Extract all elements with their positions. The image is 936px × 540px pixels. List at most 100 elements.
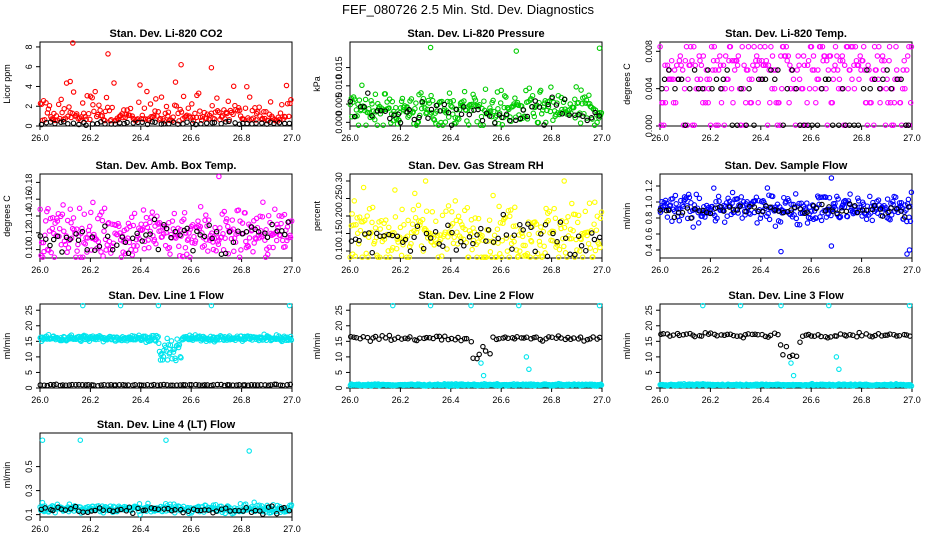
data-point [465,254,472,260]
data-point [231,248,237,255]
data-point [286,113,292,120]
data-point [710,57,717,64]
data-point [687,85,693,92]
data-point [195,218,201,224]
data-point [126,112,133,119]
data-point [864,122,871,128]
data-point [511,232,518,238]
data-point [412,105,418,112]
data-point [211,119,218,126]
plot-frame [39,432,293,518]
data-point [168,382,174,389]
x-tick-label: 27.0 [903,133,921,143]
x-tick-label: 27.0 [593,133,611,143]
data-point [400,104,407,111]
data-point [450,98,457,104]
data-point [679,67,686,73]
data-point [375,254,381,260]
data-point [184,237,191,243]
data-point [114,242,120,248]
outlier-point [390,302,396,309]
data-point [712,67,719,73]
data-point [767,99,773,106]
data-point [201,233,208,240]
data-point [423,334,430,341]
data-point [715,67,722,73]
data-point [101,205,108,212]
series-black [659,67,912,128]
data-point [683,331,690,337]
data-point [548,84,554,90]
data-point [767,204,774,211]
data-point [886,43,893,50]
data-point [572,251,578,258]
data-point [368,229,374,236]
data-point [282,114,289,120]
x-tick-label: 26.0 [651,395,669,405]
outlier-point [516,302,522,309]
outlier-point [468,302,474,309]
data-point [76,121,82,128]
data-point [678,62,684,69]
x-tick-label: 26.0 [341,133,359,143]
data-point [91,108,97,115]
data-point [197,108,203,114]
data-point [232,120,238,126]
y-tick-label: 0.20 [334,207,344,225]
chart-title: Stan. Dev. Gas Stream RH [408,160,544,172]
data-point [235,207,242,213]
data-point [660,99,666,106]
data-point [151,505,158,512]
data-point [826,204,832,210]
data-point [793,85,799,92]
data-point [808,43,815,50]
data-point [120,381,126,388]
data-point [199,382,206,388]
data-point [76,205,83,212]
outlier-point [826,302,832,309]
data-point [830,208,836,214]
data-point [846,200,852,207]
data-point [677,53,684,59]
data-point [48,249,54,256]
data-point [808,333,815,339]
data-point [64,249,70,256]
data-point [785,197,792,204]
data-point [487,108,494,114]
data-point [531,113,538,120]
data-point [77,254,83,260]
data-point [527,254,533,260]
data-point [397,120,404,126]
data-point [226,382,233,388]
data-point [283,82,290,89]
data-point [65,121,71,127]
data-point [584,117,590,124]
x-tick-label: 26.4 [442,133,460,143]
data-point [791,204,798,210]
data-point [483,238,489,244]
data-point [673,201,679,207]
data-point [282,243,288,250]
data-point [509,246,515,252]
data-point [579,254,586,260]
data-point [98,382,104,388]
data-point [372,91,379,98]
series-main [37,302,295,364]
data-point [579,100,585,107]
data-point [376,254,383,260]
data-point [898,76,904,83]
data-point [42,505,48,511]
data-point [898,208,904,214]
data-point [896,76,902,83]
data-point [274,510,280,517]
data-point [904,53,911,59]
data-point [535,230,542,237]
data-point [769,85,775,92]
data-point [558,225,564,232]
data-point [805,331,812,338]
data-point [426,100,433,106]
data-point [153,241,159,247]
data-point [526,85,533,91]
data-point [596,241,602,247]
data-point [472,97,479,103]
